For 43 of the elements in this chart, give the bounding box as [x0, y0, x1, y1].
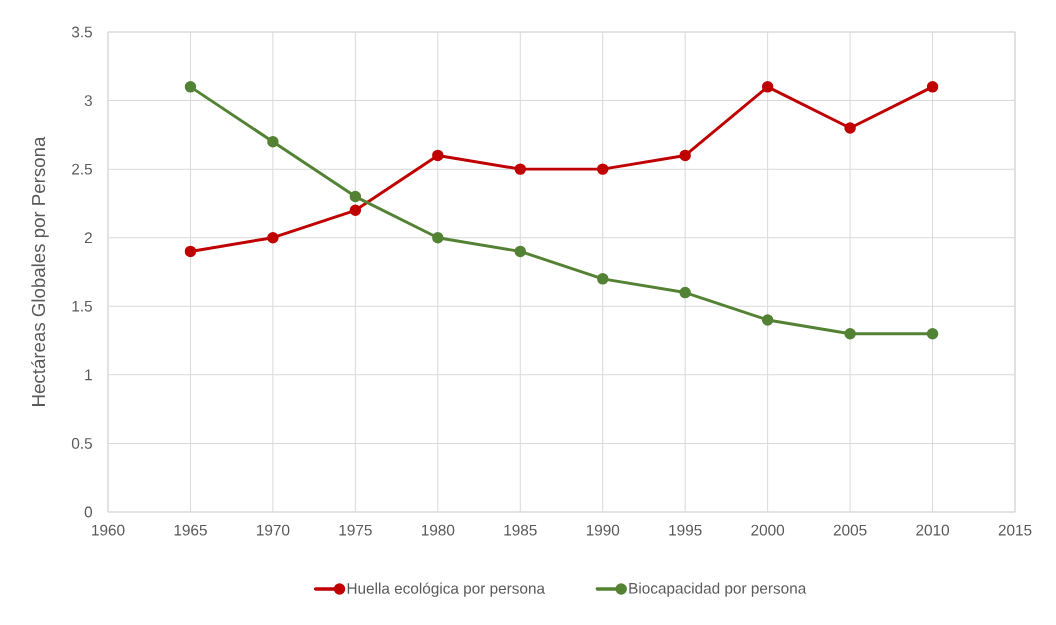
point [184, 81, 197, 93]
point [432, 231, 444, 244]
x-tick-label: 1970 [257, 524, 290, 536]
x-tick-label: 1995 [669, 524, 702, 536]
x-tick-label: 1960 [92, 524, 125, 536]
point [514, 163, 527, 175]
point [267, 135, 279, 148]
x-tick-label: 2015 [998, 524, 1032, 536]
point [926, 327, 939, 340]
x-tick-label: 1980 [421, 524, 455, 536]
x-tick-label: 1985 [504, 524, 537, 536]
y-tick-label: 0.5 [71, 438, 92, 449]
point [184, 245, 197, 258]
y-tick-label: 2 [84, 232, 92, 244]
y-tick-label: 2.5 [72, 163, 92, 175]
y-tick-label: 0 [84, 506, 93, 518]
x-tick-label: 2005 [833, 524, 867, 536]
point [267, 231, 279, 244]
y-tick-label: 3.5 [71, 26, 92, 38]
x-tick-label: 1965 [174, 524, 207, 536]
point [597, 163, 609, 175]
point [597, 273, 609, 285]
point [761, 314, 774, 326]
point [679, 149, 691, 162]
point [349, 190, 362, 203]
point [432, 149, 444, 162]
legend-label: Huella ecológica por persona [347, 582, 546, 597]
point [514, 245, 527, 258]
point [844, 122, 856, 134]
point [349, 204, 362, 217]
x-tick-label: 2010 [916, 524, 949, 536]
y-tick-label: 1.5 [72, 300, 92, 312]
y-axis-title: Hectáreas Globales por Persona [31, 136, 49, 406]
point [679, 286, 691, 299]
point [844, 327, 856, 340]
legend-label: Biocapacidad por persona [629, 582, 807, 597]
x-tick-label: 1975 [339, 524, 372, 536]
x-tick-label: 2000 [751, 524, 785, 536]
x-tick-label: 1990 [586, 524, 620, 536]
y-tick-label: 1 [85, 369, 92, 381]
point [761, 81, 774, 93]
y-tick-label: 3 [84, 95, 92, 106]
point [926, 81, 939, 93]
